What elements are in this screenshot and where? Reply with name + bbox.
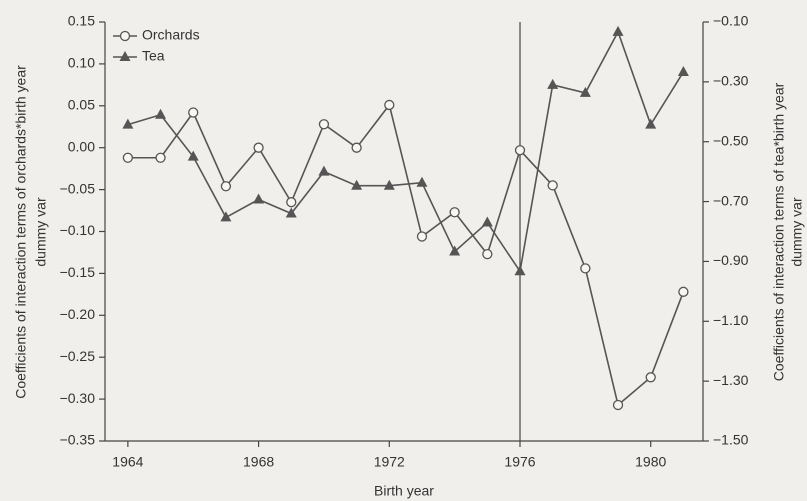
point — [677, 65, 689, 76]
y-tick-label: 0.10 — [68, 55, 95, 71]
y-tick-label: −0.30 — [60, 390, 96, 406]
point — [645, 118, 657, 129]
point — [449, 245, 461, 256]
point — [318, 119, 330, 130]
point — [612, 399, 624, 411]
x-tick-label: 1976 — [504, 454, 535, 470]
point — [514, 265, 526, 276]
y-axis-label: Coefficients of interaction terms of orc… — [13, 65, 29, 399]
point — [187, 150, 199, 161]
point — [580, 263, 591, 274]
point — [253, 193, 265, 204]
y2-tick-label: −0.70 — [713, 192, 749, 208]
y2-tick-label: −0.10 — [713, 13, 749, 29]
x-tick-label: 1972 — [374, 454, 405, 470]
point — [645, 372, 656, 383]
y-tick-label: −0.05 — [60, 180, 96, 196]
point — [155, 152, 166, 163]
point — [220, 181, 232, 192]
point — [285, 207, 297, 218]
y-axis-label: dummy var — [33, 197, 49, 267]
point — [416, 231, 428, 242]
point — [547, 180, 558, 191]
point — [416, 176, 428, 187]
y2-tick-label: −1.50 — [713, 432, 749, 448]
point — [384, 99, 395, 111]
point — [514, 145, 526, 156]
point — [351, 142, 362, 153]
x-tick-label: 1968 — [243, 454, 274, 470]
y2-tick-label: −1.30 — [713, 372, 749, 388]
point — [612, 25, 624, 36]
series-line — [127, 29, 685, 274]
y-tick-label: 0.00 — [68, 138, 95, 154]
point — [122, 118, 134, 129]
y-tick-label: −0.25 — [60, 348, 96, 364]
series-line — [127, 103, 685, 407]
point — [482, 248, 493, 260]
y2-tick-label: −1.10 — [713, 312, 749, 328]
y2-tick-label: −0.30 — [713, 73, 749, 89]
y-tick-label: −0.35 — [60, 432, 96, 448]
legend-label: Tea — [142, 48, 165, 64]
y2-axis-label: dummy var — [789, 197, 805, 267]
legend-marker — [119, 30, 131, 42]
point — [383, 179, 395, 190]
point — [579, 86, 591, 97]
x-tick-label: 1964 — [112, 454, 143, 470]
x-tick-label: 1980 — [635, 454, 666, 470]
point — [220, 211, 232, 222]
point — [449, 207, 460, 218]
y-tick-label: 0.05 — [68, 97, 95, 113]
point — [155, 108, 167, 119]
y-tick-label: −0.10 — [60, 222, 96, 238]
y2-axis-label: Coefficients of interaction terms of tea… — [771, 82, 787, 381]
point — [286, 197, 297, 208]
point — [351, 179, 363, 190]
x-axis-label: Birth year — [374, 483, 434, 499]
y-tick-label: −0.20 — [60, 306, 96, 322]
legend-marker — [119, 51, 131, 61]
legend-label: Orchards — [142, 27, 200, 43]
point — [678, 286, 689, 297]
point — [253, 142, 264, 153]
point — [547, 78, 559, 89]
point — [481, 216, 493, 227]
point — [122, 152, 134, 163]
y2-tick-label: −0.90 — [713, 252, 749, 268]
point — [188, 107, 199, 118]
y2-tick-label: −0.50 — [713, 132, 749, 148]
y-tick-label: 0.15 — [68, 13, 95, 29]
y-tick-label: −0.15 — [60, 264, 96, 280]
point — [318, 165, 330, 176]
